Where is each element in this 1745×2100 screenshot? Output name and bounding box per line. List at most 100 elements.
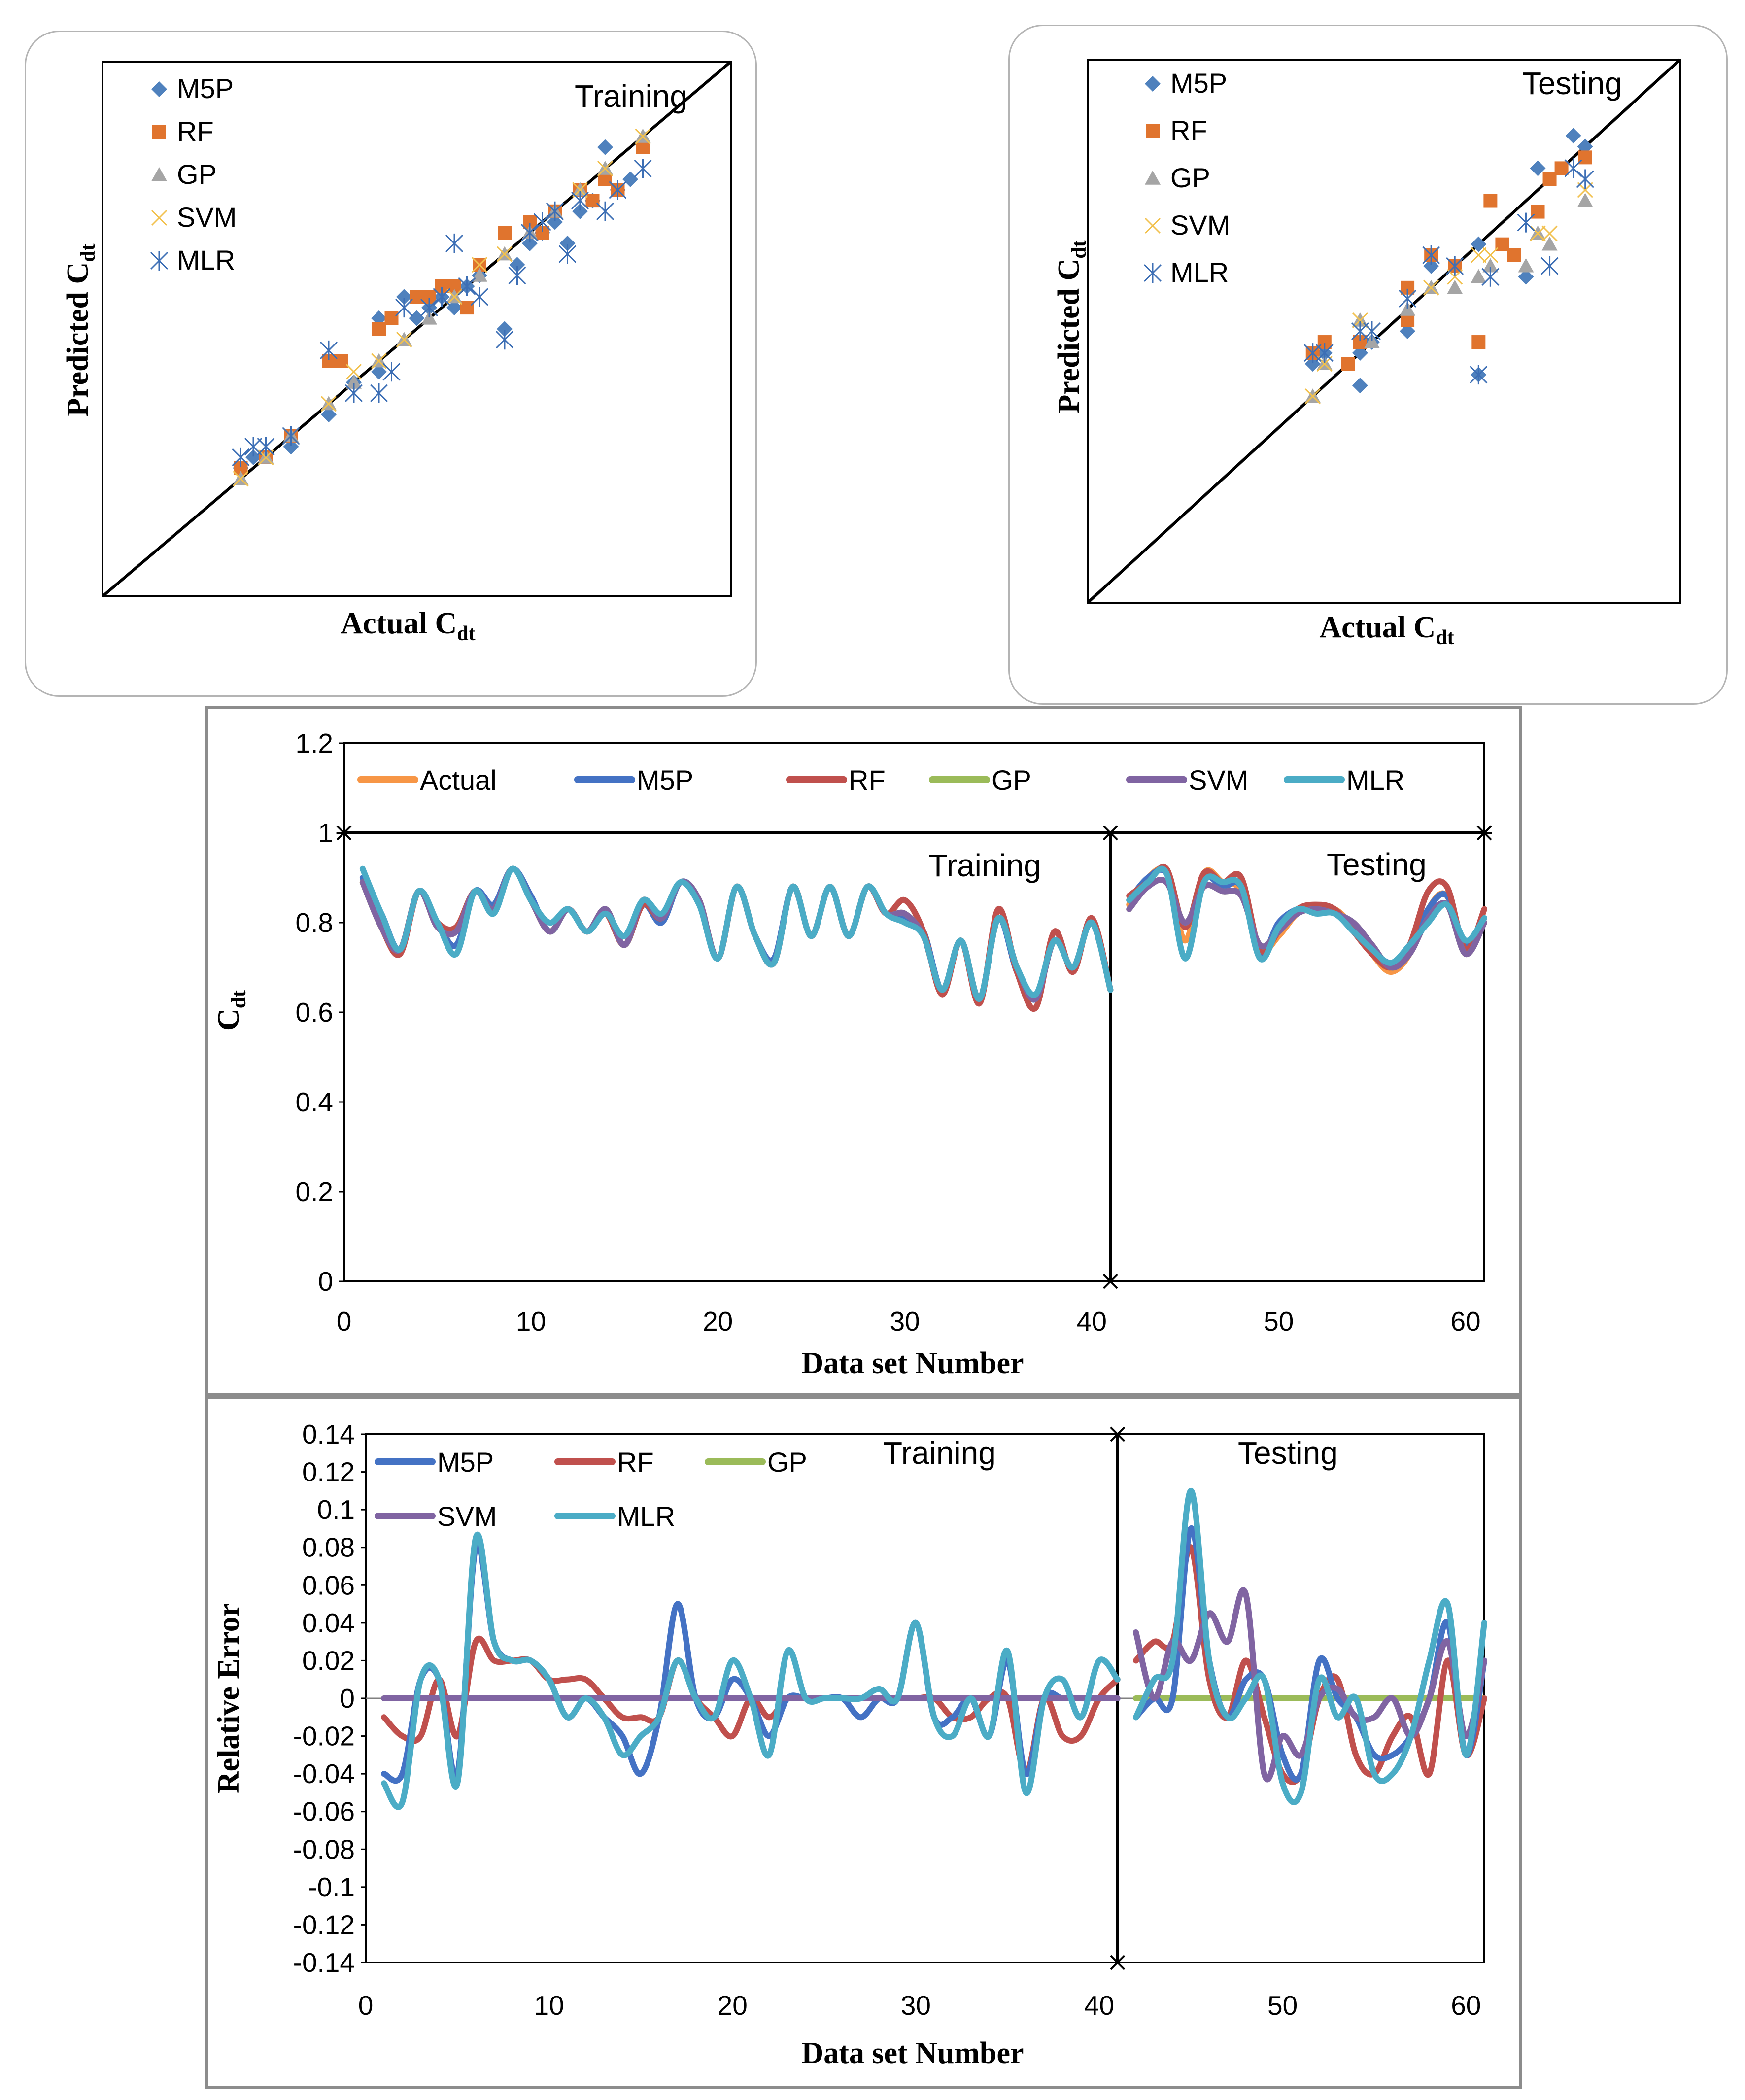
legend-marker-m5p [151, 81, 167, 97]
series-line-mlr [381, 1487, 1487, 1810]
point-mlr [382, 362, 401, 382]
point-svm [1541, 225, 1558, 241]
y-tick-label: 0.14 [302, 1419, 355, 1449]
cdt-line-panel: 0 0.2 0.4 0.6 0.8 1 1.2 0 10 20 30 40 50 60 Actual M5P R… [205, 706, 1522, 1396]
point-mlr [1315, 343, 1334, 363]
y-tick-label: 0.4 [296, 1087, 333, 1117]
plot-frame [1087, 59, 1681, 604]
point-rf [372, 322, 386, 336]
point-m5p [1565, 128, 1581, 144]
point-svm [371, 353, 387, 369]
point-m5p [371, 364, 387, 380]
series-mlr [232, 159, 652, 467]
point-rf [1483, 194, 1498, 208]
y-tick-label: -0.12 [293, 1909, 355, 1940]
y-tick-label: -0.02 [293, 1721, 355, 1752]
point-m5p [522, 235, 538, 251]
point-mlr [420, 298, 439, 318]
point-mlr [1363, 321, 1381, 341]
x-tick-label: 30 [901, 1990, 931, 2021]
point-mlr [634, 159, 652, 178]
point-mlr [244, 437, 263, 457]
annotation-training: Training [883, 1435, 996, 1471]
legend-label-svm: SVM [1189, 764, 1248, 795]
series-line-mlr [359, 865, 1487, 1002]
point-mlr [257, 437, 275, 457]
x-axis-label: Data set Number [801, 1346, 1024, 1380]
y-tick-label: -0.14 [293, 1947, 355, 1978]
y-tick-label: 0.06 [302, 1570, 355, 1600]
y-tick-label: 0.1 [317, 1494, 355, 1525]
legend-label-gp: GP [992, 764, 1031, 795]
line-test-mlr [1126, 865, 1487, 966]
legend-label-m5p: M5P [637, 764, 693, 795]
point-mlr [533, 212, 551, 232]
line-train-mlr [359, 865, 1114, 1002]
point-rf [1542, 172, 1557, 186]
point-svm [471, 257, 488, 273]
point-svm [345, 364, 362, 380]
point-m5p [396, 289, 412, 305]
point-m5p [597, 139, 613, 155]
relative-error-panel: -0.14 -0.12 -0.1 -0.08 -0.06 -0.04 -0.02 0 0.02 0… [205, 1396, 1522, 2089]
y-tick-label: 0.04 [302, 1608, 355, 1638]
legend-marker-svm [1144, 217, 1161, 234]
point-mlr [596, 201, 615, 221]
point-mlr [558, 244, 577, 264]
legend-marker-mlr [1143, 263, 1162, 283]
x-tick-label: 20 [718, 1990, 748, 2021]
divider-star-marker [1102, 1274, 1118, 1289]
annotation-testing: Testing [1327, 847, 1427, 882]
legend-label-m5p: M5P [177, 73, 234, 104]
one-to-one-line [102, 60, 732, 598]
point-mlr [1481, 267, 1500, 287]
annotation-label: Testing [1522, 66, 1622, 101]
divider-star-marker [1110, 1955, 1126, 1970]
annotation-training: Training [928, 848, 1041, 883]
point-gp [1400, 301, 1416, 316]
x-tick-label: 60 [1450, 1306, 1480, 1337]
legend-label-m5p: M5P [437, 1446, 494, 1478]
point-mlr [395, 298, 413, 318]
x-tick-label: 20 [703, 1306, 733, 1337]
line-train-mlr [381, 1531, 1121, 1810]
point-gp [1482, 258, 1499, 273]
legend-label-svm: SVM [1170, 209, 1230, 241]
point-m5p [245, 449, 261, 465]
legend-marker-rf [152, 125, 166, 139]
point-m5p [559, 235, 576, 251]
x-tick-label: 50 [1267, 1990, 1298, 2021]
legend-marker-m5p [1145, 76, 1161, 92]
legend-label-gp: GP [767, 1446, 807, 1478]
point-svm [1482, 247, 1499, 263]
point-mlr [232, 447, 250, 467]
point-m5p [572, 203, 588, 219]
x-tick-label: 60 [1451, 1990, 1481, 2021]
training-scatter-chart: M5P RF GP SVM MLR Training Actual Cdt Predicted… [61, 60, 732, 645]
y-tick-label: 0.12 [302, 1457, 355, 1487]
legend-label-rf: RF [177, 116, 214, 147]
point-mlr [470, 287, 489, 307]
y-tick-label: 0 [318, 1266, 333, 1297]
series-gp [1304, 193, 1593, 403]
point-svm [233, 471, 249, 487]
point-rf [410, 290, 424, 304]
point-gp [1364, 334, 1380, 348]
legend-label-svm: SVM [437, 1501, 497, 1532]
point-svm [496, 246, 513, 262]
point-rf [1341, 357, 1355, 371]
y-tick-label: -0.04 [293, 1758, 355, 1789]
point-svm [1471, 247, 1487, 263]
point-svm [1423, 279, 1439, 296]
legend-marker-gp [1145, 171, 1161, 185]
legend-label-gp: GP [1170, 162, 1210, 193]
legend-label-svm: SVM [177, 202, 237, 233]
series-line-m5p [381, 1525, 1487, 1784]
legend-label-m5p: M5P [1170, 68, 1227, 99]
legend-marker-svm [151, 209, 168, 226]
legend-label-mlr: MLR [617, 1501, 675, 1532]
divider-star-marker [1110, 1426, 1126, 1442]
legend-marker-rf [1146, 124, 1160, 138]
testing-scatter-chart: M5P RF GP SVM MLR Testing Actual Cdt Predicted … [1052, 58, 1681, 649]
point-gp [1541, 236, 1558, 251]
